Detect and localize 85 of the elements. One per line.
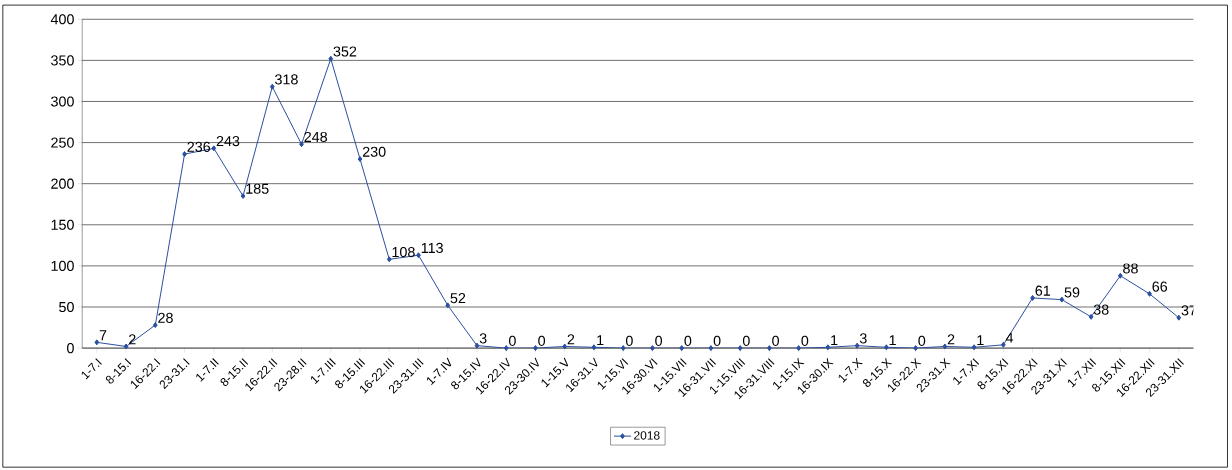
point	[1088, 313, 1094, 320]
data-label: 3	[859, 333, 867, 344]
point	[386, 256, 392, 263]
data-label: 352	[333, 46, 357, 57]
point	[767, 345, 772, 352]
point	[913, 345, 918, 352]
y-tick-label: 200	[51, 178, 74, 189]
data-label: 88	[1123, 263, 1138, 274]
y-tick-label: 0	[67, 343, 74, 354]
point	[445, 302, 451, 309]
data-label: 2	[567, 334, 575, 345]
data-label: 7	[99, 330, 107, 341]
point	[796, 345, 802, 352]
point	[416, 252, 421, 259]
data-label: 0	[801, 335, 809, 346]
point	[854, 342, 860, 349]
data-label: 230	[362, 146, 386, 157]
data-label: 1	[597, 335, 604, 346]
data-label: 38	[1093, 304, 1109, 315]
data-label: 3	[479, 333, 487, 344]
data-label: 66	[1152, 281, 1168, 292]
point	[591, 344, 597, 351]
point	[1176, 314, 1182, 321]
y-tick-label: 400	[50, 14, 74, 25]
y-tick-label: 300	[51, 96, 74, 107]
data-label: 28	[158, 312, 173, 323]
data-label: 1	[831, 335, 838, 346]
point	[240, 193, 246, 200]
data-label: 185	[246, 183, 269, 194]
point	[884, 344, 889, 351]
point	[562, 343, 568, 350]
point	[1000, 341, 1006, 348]
y-tick-label: 350	[51, 55, 74, 66]
data-label: 0	[508, 335, 516, 346]
data-label: 243	[216, 135, 240, 147]
point	[737, 345, 743, 352]
data-label: 0	[625, 335, 633, 346]
data-label: 1	[889, 335, 896, 346]
point	[708, 345, 714, 352]
point	[94, 339, 100, 346]
point	[1147, 290, 1152, 297]
data-label: 318	[275, 74, 298, 85]
data-label: 2	[128, 334, 136, 345]
data-label: 0	[918, 335, 926, 346]
data-label: 4	[1005, 332, 1014, 343]
data-label: 0	[684, 335, 692, 346]
data-label: 248	[304, 131, 328, 143]
data-label: 2	[947, 334, 955, 345]
point	[123, 343, 129, 350]
point	[211, 145, 217, 152]
point	[679, 345, 685, 352]
point	[1117, 272, 1123, 279]
data-label: 61	[1035, 285, 1051, 296]
data-label: 0	[538, 335, 546, 346]
data-label: 0	[713, 335, 721, 346]
data-label: 113	[421, 242, 443, 254]
data-label: 52	[450, 293, 466, 304]
point	[1030, 294, 1035, 301]
data-label: 236	[187, 141, 211, 152]
y-tick-label: 50	[59, 301, 74, 313]
y-tick-label: 250	[51, 137, 74, 148]
point	[299, 141, 304, 148]
point	[650, 345, 655, 352]
point	[474, 342, 480, 349]
data-label: 0	[742, 335, 750, 346]
point	[971, 344, 977, 351]
point	[825, 344, 831, 351]
data-label: 0	[772, 335, 780, 346]
point	[942, 343, 948, 350]
point	[533, 345, 538, 352]
data-label: 59	[1064, 287, 1080, 298]
point	[503, 345, 509, 352]
y-tick-label: 100	[51, 260, 74, 271]
data-label: 1	[977, 335, 984, 346]
data-label: 108	[392, 246, 415, 258]
y-tick-label: 150	[51, 219, 74, 230]
legend-label: 2018	[634, 431, 660, 440]
point	[1059, 296, 1065, 303]
data-label: 0	[655, 335, 663, 346]
point	[620, 345, 626, 352]
point	[182, 151, 187, 158]
point	[269, 83, 275, 90]
point	[357, 156, 363, 163]
point	[328, 55, 334, 62]
point	[152, 322, 158, 329]
